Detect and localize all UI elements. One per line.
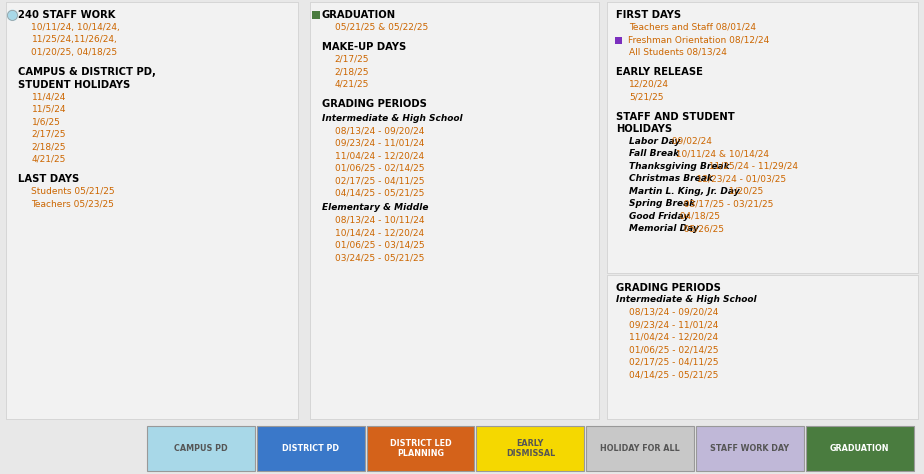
Text: 09/23/24 - 11/01/24: 09/23/24 - 11/01/24 [629,320,719,329]
Text: Good Friday: Good Friday [629,212,689,221]
Text: GRADUATION: GRADUATION [322,10,395,20]
FancyBboxPatch shape [311,11,320,19]
Text: Labor Day: Labor Day [629,137,680,146]
Text: 04/14/25 - 05/21/25: 04/14/25 - 05/21/25 [334,189,424,198]
Bar [147,426,255,471]
Text: 10/11/24 & 10/14/24: 10/11/24 & 10/14/24 [670,149,769,158]
Text: 4/21/25: 4/21/25 [334,80,369,89]
Text: 5/21/25: 5/21/25 [629,92,663,101]
Text: Freshman Orientation 08/12/24: Freshman Orientation 08/12/24 [628,36,770,45]
Text: DISTRICT PD: DISTRICT PD [282,444,339,453]
Text: DISTRICT LED
PLANNING: DISTRICT LED PLANNING [390,439,451,458]
Bar [587,426,694,471]
Text: EARLY RELEASE: EARLY RELEASE [616,67,703,77]
Text: CAMPUS PD: CAMPUS PD [174,444,227,453]
Text: 10/14/24 - 12/20/24: 10/14/24 - 12/20/24 [334,228,424,237]
Bar [257,426,365,471]
Text: 240 STAFF WORK: 240 STAFF WORK [18,10,116,20]
Text: 1/6/25: 1/6/25 [31,118,60,127]
Text: 04/14/25 - 05/21/25: 04/14/25 - 05/21/25 [629,370,719,379]
Bar [477,426,584,471]
Text: 08/13/24 - 09/20/24: 08/13/24 - 09/20/24 [629,308,719,317]
Text: Intermediate & High School: Intermediate & High School [616,295,757,304]
Text: 2/18/25: 2/18/25 [31,142,66,151]
Bar [367,426,474,471]
Text: GRADING PERIODS: GRADING PERIODS [322,100,426,109]
Text: 12/23/24 - 01/03/25: 12/23/24 - 01/03/25 [690,174,785,183]
Text: FIRST DAYS: FIRST DAYS [616,10,681,20]
Text: EARLY
DISMISSAL: EARLY DISMISSAL [505,439,555,458]
Text: 09/23/24 - 11/01/24: 09/23/24 - 11/01/24 [334,139,424,148]
Text: 11/25/24,11/26/24,: 11/25/24,11/26/24, [31,36,117,45]
Bar [6,2,298,419]
Text: 04/18/25: 04/18/25 [675,212,720,221]
Text: STAFF AND STUDENT: STAFF AND STUDENT [616,112,735,122]
Text: 05/26/25: 05/26/25 [678,224,724,233]
Text: 01/06/25 - 02/14/25: 01/06/25 - 02/14/25 [629,346,719,355]
Text: 4/21/25: 4/21/25 [31,155,66,164]
Bar [310,2,599,419]
Text: HOLIDAYS: HOLIDAYS [616,124,672,134]
Text: All Students 08/13/24: All Students 08/13/24 [629,48,727,57]
Text: Fall Break: Fall Break [629,149,679,158]
Text: GRADUATION: GRADUATION [830,444,890,453]
Text: Teachers 05/23/25: Teachers 05/23/25 [31,200,115,209]
Text: 2/18/25: 2/18/25 [334,67,369,76]
Text: 01/06/25 - 03/14/25: 01/06/25 - 03/14/25 [334,241,424,250]
Text: CAMPUS & DISTRICT PD,: CAMPUS & DISTRICT PD, [18,67,156,77]
Text: 01/20/25, 04/18/25: 01/20/25, 04/18/25 [31,48,117,57]
FancyBboxPatch shape [615,37,622,45]
Text: 09/02/24: 09/02/24 [666,137,711,146]
Text: 05/21/25 & 05/22/25: 05/21/25 & 05/22/25 [334,23,428,32]
Text: Thanksgiving Break: Thanksgiving Break [629,162,730,171]
Text: 10/11/24, 10/14/24,: 10/11/24, 10/14/24, [31,23,120,32]
Text: 11/04/24 - 12/20/24: 11/04/24 - 12/20/24 [334,151,424,160]
Text: 1/20/25: 1/20/25 [723,187,763,196]
Text: Students 05/21/25: Students 05/21/25 [31,187,116,196]
Text: 03/17/25 - 03/21/25: 03/17/25 - 03/21/25 [678,200,773,209]
Text: 08/13/24 - 10/11/24: 08/13/24 - 10/11/24 [334,216,424,225]
Text: Elementary & Middle: Elementary & Middle [322,203,428,212]
Text: 01/06/25 - 02/14/25: 01/06/25 - 02/14/25 [334,164,424,173]
Text: LAST DAYS: LAST DAYS [18,174,79,184]
Text: 03/24/25 - 05/21/25: 03/24/25 - 05/21/25 [334,254,424,263]
Bar [0,423,924,474]
Text: Memorial Day: Memorial Day [629,224,699,233]
Text: STAFF WORK DAY: STAFF WORK DAY [711,444,790,453]
Text: Teachers and Staff 08/01/24: Teachers and Staff 08/01/24 [629,23,756,32]
Text: STUDENT HOLIDAYS: STUDENT HOLIDAYS [18,80,130,90]
Bar [806,426,914,471]
Text: 12/20/24: 12/20/24 [629,80,669,89]
Circle shape [7,10,18,20]
Text: 11/25/24 - 11/29/24: 11/25/24 - 11/29/24 [703,162,797,171]
Text: 02/17/25 - 04/11/25: 02/17/25 - 04/11/25 [629,358,719,367]
Text: Intermediate & High School: Intermediate & High School [322,114,462,123]
Text: 11/5/24: 11/5/24 [31,105,66,114]
Text: 11/4/24: 11/4/24 [31,92,66,101]
Text: Martin L. King, Jr. Day: Martin L. King, Jr. Day [629,187,740,196]
Bar [607,2,918,273]
Text: MAKE-UP DAYS: MAKE-UP DAYS [322,42,406,52]
Text: 2/17/25: 2/17/25 [334,55,369,64]
Text: Spring Break: Spring Break [629,200,696,209]
Text: 02/17/25 - 04/11/25: 02/17/25 - 04/11/25 [334,176,424,185]
Text: HOLIDAY FOR ALL: HOLIDAY FOR ALL [601,444,680,453]
Bar [696,426,804,471]
Text: GRADING PERIODS: GRADING PERIODS [616,283,721,293]
Text: Christmas Break: Christmas Break [629,174,713,183]
Text: 11/04/24 - 12/20/24: 11/04/24 - 12/20/24 [629,333,718,342]
Bar [607,275,918,419]
Text: 2/17/25: 2/17/25 [31,130,66,139]
Text: 08/13/24 - 09/20/24: 08/13/24 - 09/20/24 [334,127,424,136]
